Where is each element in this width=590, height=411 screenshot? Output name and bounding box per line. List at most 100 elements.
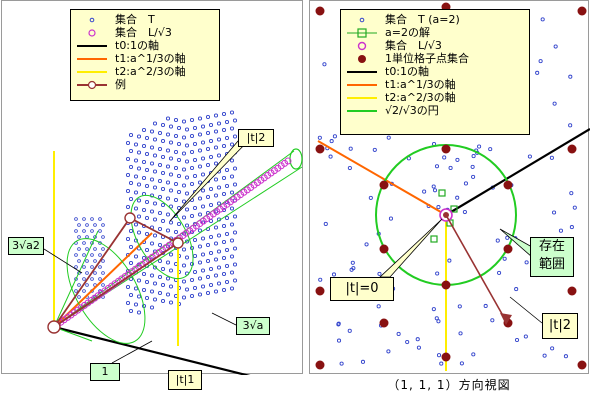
cube-root-a2-label: 3√a2 bbox=[12, 239, 40, 252]
set-t-point bbox=[168, 284, 174, 289]
set-t-point bbox=[157, 194, 163, 200]
set-t-point bbox=[471, 174, 476, 179]
set-t-point bbox=[221, 111, 227, 117]
set-t-point bbox=[160, 170, 166, 176]
set-t-point bbox=[232, 182, 238, 187]
t2-arrowhead bbox=[500, 313, 512, 325]
legend-label: t1:a^1/3の軸 bbox=[115, 52, 186, 65]
set-t-point bbox=[213, 129, 219, 134]
set-t-point bbox=[152, 281, 158, 286]
set-t-point bbox=[184, 207, 190, 212]
legend-item: 集合 L/√3 bbox=[341, 39, 529, 52]
cube-a-pointer bbox=[211, 312, 237, 326]
set-t-point bbox=[569, 191, 574, 196]
set-t-point bbox=[192, 269, 198, 275]
set-t-point bbox=[459, 361, 464, 366]
set-t-point bbox=[165, 260, 171, 265]
set-t-point bbox=[405, 339, 410, 345]
legend-label: 集合 T (a=2) bbox=[385, 13, 460, 26]
set-t-point bbox=[176, 157, 182, 163]
set-t-point bbox=[216, 265, 222, 270]
legend-item: √2/√3の円 bbox=[341, 104, 529, 117]
cube-a2-pointer bbox=[43, 248, 83, 274]
example-vertex bbox=[172, 237, 184, 249]
set-t-point bbox=[535, 70, 540, 75]
set-t-point bbox=[318, 277, 323, 282]
set-t-point bbox=[176, 125, 182, 131]
set-t-point bbox=[232, 230, 238, 235]
set-t-point bbox=[229, 238, 235, 243]
lattice-point bbox=[379, 318, 389, 328]
set-t-point bbox=[181, 215, 187, 220]
set-t-point bbox=[189, 181, 195, 187]
set-t-point bbox=[77, 259, 81, 263]
set-t-point bbox=[152, 185, 158, 190]
set-t-point bbox=[197, 116, 203, 121]
set-t-point bbox=[229, 222, 235, 227]
set-t-point bbox=[165, 148, 171, 153]
set-t-point bbox=[317, 135, 322, 140]
set-t-point bbox=[322, 62, 327, 67]
green-line-icon bbox=[347, 110, 377, 112]
set-t-point bbox=[149, 129, 155, 134]
set-t-point bbox=[165, 164, 171, 169]
set-t-point bbox=[434, 316, 439, 321]
lattice-point bbox=[315, 6, 325, 16]
set-t-point bbox=[144, 215, 150, 221]
set-t-point bbox=[125, 284, 131, 290]
set-t-point bbox=[523, 334, 528, 339]
set-t-point bbox=[192, 237, 198, 243]
set-t-point bbox=[221, 175, 227, 181]
set-t-point bbox=[229, 270, 235, 275]
set-t-point bbox=[77, 235, 81, 239]
set-t-point bbox=[141, 159, 147, 165]
set-t-point bbox=[133, 174, 139, 179]
left-diagram bbox=[43, 110, 303, 375]
set-t-point bbox=[205, 258, 211, 264]
set-t-point bbox=[189, 117, 195, 123]
set-t-point bbox=[189, 133, 195, 139]
set-t-point bbox=[152, 297, 158, 302]
left-panel: 集合 T 集合 L/√3 t0:1の軸 t1:a^1/3の軸 t2:a^2/3の… bbox=[1, 0, 303, 381]
set-t-point bbox=[224, 279, 230, 285]
green-square-icon bbox=[347, 28, 377, 38]
set-t-point bbox=[208, 138, 214, 144]
set-t-point bbox=[213, 177, 219, 182]
set-t-point bbox=[471, 352, 476, 357]
set-t-point bbox=[77, 295, 81, 299]
set-t-point bbox=[388, 216, 394, 221]
set-t-point bbox=[229, 174, 235, 179]
set-t-point bbox=[74, 289, 78, 293]
yellow-line-icon bbox=[77, 71, 107, 73]
set-t-point bbox=[85, 271, 89, 275]
legend-item: t1:a^1/3の軸 bbox=[341, 78, 529, 91]
legend-item: a=2の解 bbox=[341, 26, 529, 39]
set-t-point bbox=[184, 255, 190, 260]
set-t-point bbox=[229, 142, 235, 147]
set-t-point bbox=[136, 182, 142, 187]
set-t-point bbox=[189, 213, 195, 219]
set-t-point bbox=[165, 132, 171, 137]
set-t-point bbox=[205, 130, 211, 136]
set-t-point bbox=[136, 230, 142, 235]
set-t-point bbox=[192, 285, 198, 291]
set-t-point bbox=[168, 204, 174, 209]
set-t-point bbox=[181, 183, 187, 188]
set-t-point bbox=[216, 249, 222, 254]
set-t-point bbox=[488, 147, 493, 152]
set-t-point bbox=[141, 143, 147, 149]
set-t-point bbox=[149, 145, 155, 150]
set-t-point bbox=[128, 292, 134, 298]
set-t-point bbox=[141, 287, 147, 293]
set-t-point bbox=[173, 133, 179, 139]
set-t-point bbox=[442, 155, 447, 160]
set-t-point bbox=[128, 260, 134, 266]
set-t-point bbox=[136, 198, 142, 203]
set-t-point bbox=[181, 167, 187, 172]
set-t-point bbox=[208, 282, 214, 288]
cone-circle bbox=[66, 238, 146, 344]
set-t-point bbox=[82, 229, 86, 233]
set-t-point bbox=[189, 293, 195, 299]
lattice-point bbox=[315, 286, 325, 296]
set-t-point bbox=[192, 205, 198, 211]
